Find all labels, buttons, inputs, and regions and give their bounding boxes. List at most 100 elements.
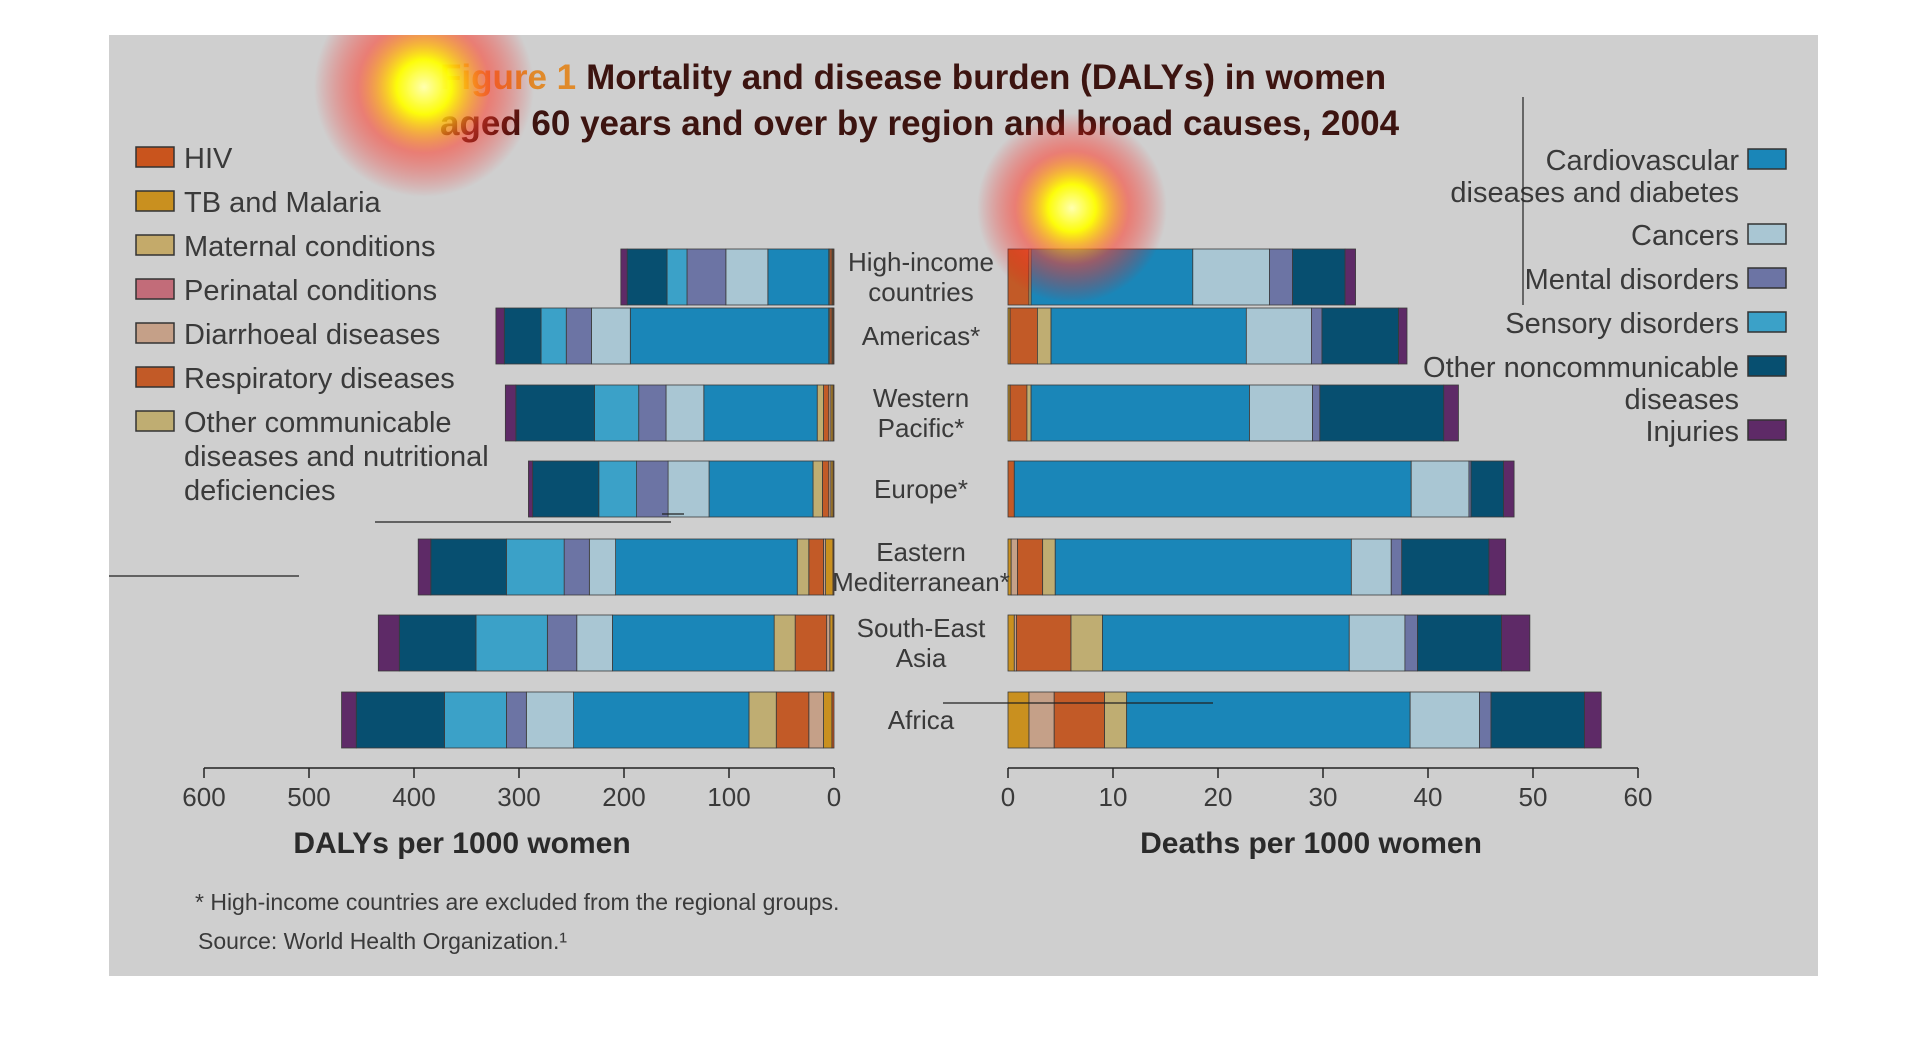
deaths-bar-americas-cancers [1245,307,1312,365]
dalys-bar-high-income-countries-injuries [620,248,628,306]
deaths-bar-europe-cardiovascular-diseases-and-diabetes [1013,460,1412,518]
dalys-bar-south-east-asia-respiratory-diseases [794,614,828,672]
dalys-bar-americas-cancers [591,307,631,365]
deaths-bar-high-income-countries-cardiovascular-diseases-and-diabetes [1030,248,1194,306]
dalys-bar-western-pacific-cancers [665,384,705,442]
deaths-bar-western-pacific-mental-disorders [1312,384,1321,442]
dalys-bar-africa-other-communicable [748,691,777,749]
deaths-bar-africa-respiratory-diseases [1053,691,1106,749]
dalys-bar-south-east-asia-mental-disorders [546,614,578,672]
dalys-bar-south-east-asia-cancers [576,614,613,672]
deaths-bar-high-income-countries-cancers [1192,248,1270,306]
chart-title-line-1: Figure 1 Mortality and disease burden (DA… [440,58,1386,97]
deaths-bar-africa-other-communicable [1104,691,1128,749]
deaths-bar-europe-cancers [1410,460,1470,518]
legend-swatch-cardiovascular [1747,148,1787,170]
deaths-bar-africa-diarrhoeal-diseases [1028,691,1055,749]
dalys-bar-western-pacific-respiratory-diseases [823,384,830,442]
deaths-bar-western-pacific-other-communicable [1026,384,1032,442]
legend-label-hiv: HIV [184,143,233,175]
deaths-bar-americas-mental-disorders [1311,307,1323,365]
legend-swatch-diarrhoeal-diseases [135,322,175,344]
legend-label-other-communicable: Other communicable [184,407,452,439]
source-note: Source: World Health Organization.¹ [198,928,567,954]
deaths-bar-south-east-asia-mental-disorders [1404,614,1418,672]
dalys-bar-europe-cardiovascular-diseases-and-diabetes [708,460,814,518]
legend-label-perinatal-conditions: Perinatal conditions [184,275,437,307]
legend-label-other-communicable-2: deficiencies [184,475,336,507]
dalys-bar-eastern-mediterranean-cancers [588,538,617,596]
region-label-europe: Europe* [874,474,968,504]
dalys-bars [341,248,835,749]
legend-swatch-other-noncommunicable [1747,355,1787,377]
legend-label-cardiovascular: Cardiovascular [1546,145,1740,177]
dalys-bar-eastern-mediterranean-other-communicable [796,538,810,596]
deaths-tick-label-30: 30 [1309,782,1338,812]
deaths-bar-eastern-mediterranean-other-noncommunicable-diseases [1401,538,1490,596]
dalys-bar-western-pacific-mental-disorders [638,384,667,442]
deaths-bar-south-east-asia-other-communicable [1070,614,1103,672]
legend-left: HIV TB and Malaria Maternal conditions Peri… [135,143,489,507]
deaths-bar-americas-cardiovascular-diseases-and-diabetes [1050,307,1247,365]
dalys-bar-europe-injuries [528,460,534,518]
dalys-bar-south-east-asia-diarrhoeal-diseases [826,614,831,672]
dalys-bar-africa-cardiovascular-diseases-and-diabetes [573,691,750,749]
deaths-bar-americas-other-communicable [1037,307,1052,365]
deaths-bar-south-east-asia-tb-and-malaria [1007,614,1015,672]
deaths-bar-eastern-mediterranean-diarrhoeal-diseases [1010,538,1018,596]
dalys-bar-high-income-countries-mental-disorders [686,248,727,306]
dalys-bar-eastern-mediterranean-other-noncommunicable-diseases [430,538,507,596]
deaths-bar-europe-other-noncommunicable-diseases [1470,460,1505,518]
region-label-western-pacific: Western [873,383,969,413]
deaths-tick-label-50: 50 [1519,782,1548,812]
legend-label-injuries: Injuries [1646,416,1740,448]
region-label-africa: Africa [888,705,955,735]
legend-label-tb-and-malaria: TB and Malaria [184,187,382,219]
region-label-americas: Americas* [862,321,980,351]
dalys-bar-europe-sensory-disorders [598,460,637,518]
legend-label-mental-disorders: Mental disorders [1525,264,1739,296]
deaths-bar-africa-cardiovascular-diseases-and-diabetes [1126,691,1411,749]
region-label-high-income-countries: High-income [848,247,994,277]
dalys-bar-eastern-mediterranean-cardiovascular-diseases-and-diabetes [615,538,798,596]
dalys-bar-south-east-asia-tb-and-malaria [829,614,834,672]
deaths-bar-south-east-asia-cancers [1348,614,1406,672]
chart-title-line-2: aged 60 years and over by region and bro… [440,104,1400,143]
dalys-bar-south-east-asia-cardiovascular-diseases-and-diabetes [612,614,775,672]
title-line1-text: Mortality and disease burden (DALYs) in … [586,58,1386,97]
deaths-bar-south-east-asia-respiratory-diseases [1016,614,1072,672]
dalys-bar-europe-cancers [667,460,710,518]
title-prefix: Figure 1 [440,58,576,97]
dalys-bar-europe-mental-disorders [636,460,669,518]
dalys-bar-south-east-asia-sensory-disorders [475,614,548,672]
legend-swatch-hiv [135,146,175,168]
deaths-bar-high-income-countries-respiratory-diseases [1007,248,1030,306]
dalys-bar-africa-mental-disorders [505,691,527,749]
dalys-axis: 600 500 400 300 200 100 0 DALYs per 1000 women [182,767,841,860]
dalys-tick-label-400: 400 [392,782,435,812]
dalys-bar-western-pacific-other-noncommunicable-diseases [515,384,596,442]
deaths-tick-label-40: 40 [1414,782,1443,812]
stacked-bar-chart: Figure 1 Mortality and disease burden (DA… [109,35,1787,954]
dalys-bar-europe-other-noncommunicable-diseases [532,460,600,518]
dalys-tick-label-300: 300 [497,782,540,812]
dalys-tick-label-500: 500 [287,782,330,812]
dalys-bar-high-income-countries-other-noncommunicable-diseases [626,248,668,306]
deaths-bar-western-pacific-cancers [1249,384,1313,442]
dalys-bar-western-pacific-injuries [504,384,517,442]
region-label-eastern-mediterranean: Eastern [876,537,966,567]
deaths-bar-americas-other-noncommunicable-diseases [1321,307,1399,365]
dalys-tick-label-600: 600 [182,782,225,812]
dalys-bar-africa-tb-and-malaria [823,691,833,749]
deaths-bars [1007,248,1602,749]
deaths-bar-western-pacific-cardiovascular-diseases-and-diabetes [1030,384,1250,442]
legend-label-maternal-conditions: Maternal conditions [184,231,435,263]
legend-label-respiratory-diseases: Respiratory diseases [184,363,455,395]
footnote: * High-income countries are excluded fro… [195,889,839,915]
dalys-bar-africa-other-noncommunicable-diseases [355,691,445,749]
deaths-bar-eastern-mediterranean-cancers [1350,538,1392,596]
deaths-bar-western-pacific-other-noncommunicable-diseases [1319,384,1445,442]
legend-swatch-respiratory-diseases [135,366,175,388]
